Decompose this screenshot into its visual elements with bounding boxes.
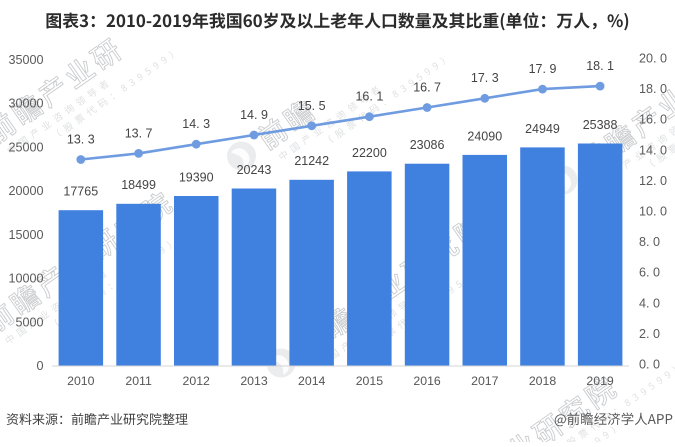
svg-text:35000: 35000 — [8, 53, 43, 67]
svg-text:30000: 30000 — [8, 97, 43, 111]
svg-text:2018: 2018 — [529, 374, 557, 388]
svg-text:2015: 2015 — [356, 374, 384, 388]
svg-text:16. 1: 16. 1 — [355, 90, 383, 104]
svg-text:2011: 2011 — [125, 374, 152, 388]
svg-text:2017: 2017 — [471, 374, 499, 388]
svg-text:20000: 20000 — [8, 184, 43, 198]
svg-text:8. 0: 8. 0 — [639, 235, 660, 249]
svg-text:19390: 19390 — [179, 170, 214, 184]
svg-text:2. 0: 2. 0 — [639, 327, 660, 341]
svg-text:21242: 21242 — [294, 154, 329, 168]
svg-text:5000: 5000 — [15, 315, 43, 329]
svg-text:18. 1: 18. 1 — [586, 59, 614, 73]
svg-text:24090: 24090 — [467, 129, 502, 143]
svg-text:15000: 15000 — [8, 228, 43, 242]
svg-text:13. 7: 13. 7 — [125, 126, 153, 140]
svg-text:18. 0: 18. 0 — [639, 82, 667, 96]
svg-text:16. 0: 16. 0 — [639, 113, 667, 127]
svg-text:20243: 20243 — [237, 163, 272, 177]
svg-text:14. 0: 14. 0 — [639, 143, 667, 157]
svg-text:14. 3: 14. 3 — [182, 117, 210, 131]
svg-text:0: 0 — [36, 359, 43, 373]
svg-text:2016: 2016 — [413, 374, 441, 388]
svg-text:2010: 2010 — [67, 374, 95, 388]
svg-text:25388: 25388 — [583, 118, 618, 132]
svg-text:23086: 23086 — [410, 138, 445, 152]
svg-text:18499: 18499 — [121, 178, 156, 192]
svg-text:6. 0: 6. 0 — [639, 266, 660, 280]
svg-text:20. 0: 20. 0 — [639, 52, 667, 66]
svg-text:24949: 24949 — [525, 122, 560, 136]
svg-text:4. 0: 4. 0 — [639, 296, 660, 310]
svg-text:2014: 2014 — [298, 374, 326, 388]
svg-text:2019: 2019 — [586, 374, 614, 388]
svg-text:25000: 25000 — [8, 140, 43, 154]
svg-text:17765: 17765 — [63, 185, 98, 199]
svg-text:0. 0: 0. 0 — [639, 358, 660, 372]
svg-text:2012: 2012 — [183, 374, 211, 388]
svg-text:14. 9: 14. 9 — [240, 108, 268, 122]
svg-text:12. 0: 12. 0 — [639, 174, 667, 188]
svg-text:15. 5: 15. 5 — [298, 99, 326, 113]
svg-text:22200: 22200 — [352, 146, 387, 160]
svg-text:2013: 2013 — [240, 374, 268, 388]
svg-text:17. 3: 17. 3 — [471, 71, 499, 85]
svg-text:13. 3: 13. 3 — [67, 132, 95, 146]
svg-text:10000: 10000 — [8, 272, 43, 286]
svg-text:16. 7: 16. 7 — [413, 80, 441, 94]
svg-text:10. 0: 10. 0 — [639, 205, 667, 219]
svg-text:17. 9: 17. 9 — [529, 62, 557, 76]
